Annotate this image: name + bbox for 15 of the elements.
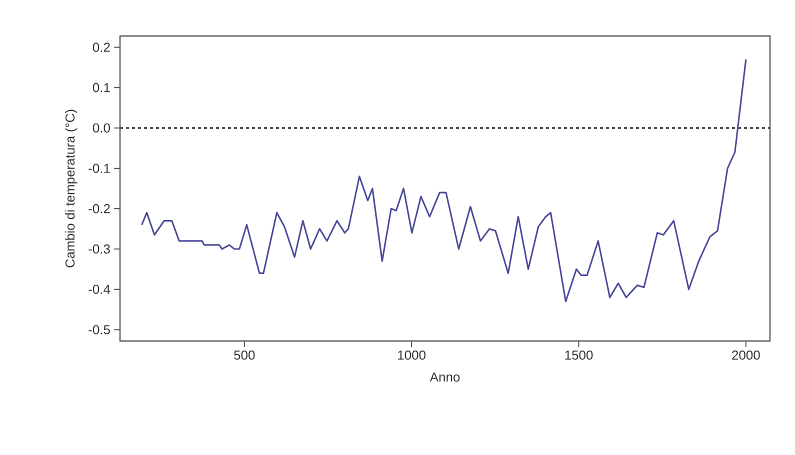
x-tick-label: 1000	[398, 350, 426, 360]
y-tick-label: -0.5	[88, 325, 110, 334]
x-tick-label: 500	[234, 350, 255, 360]
x-tick-label: 2000	[732, 350, 760, 360]
line-series	[140, 58, 747, 302]
y-tick-label: -0.1	[88, 164, 110, 173]
x-axis-title: Anno	[430, 372, 460, 382]
x-tick-label: 1500	[565, 350, 593, 360]
y-tick-label: 0.0	[92, 123, 110, 133]
y-tick-label: -0.2	[88, 204, 110, 214]
y-tick-label: -0.3	[88, 244, 110, 254]
y-tick-label: 0.2	[92, 42, 110, 52]
y-tick-label: -0.4	[88, 284, 110, 294]
y-axis-title: Cambio di temperatura (°C)	[65, 110, 78, 268]
y-tick-label: 0.1	[92, 83, 110, 92]
